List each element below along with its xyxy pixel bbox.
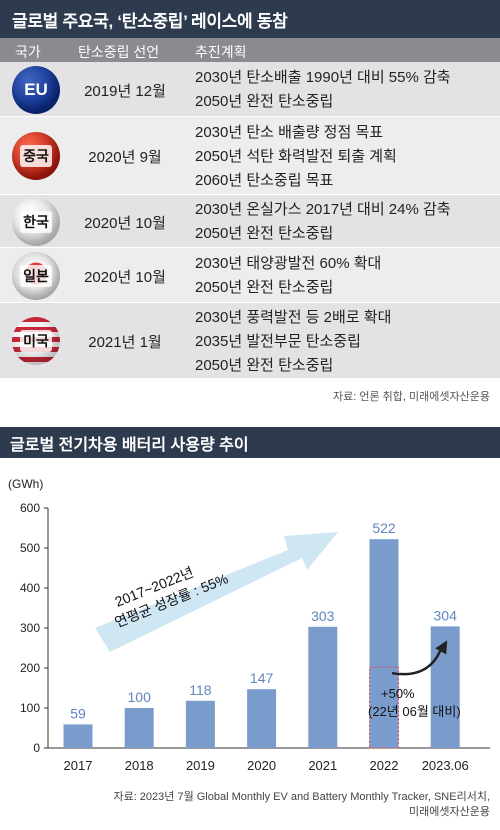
bar-value-label: 304: [434, 607, 458, 623]
comparison-reference-box: [369, 666, 399, 749]
source-line-1: 자료: 2023년 7월 Global Monthly EV and Batte…: [113, 791, 490, 803]
country-label: EU: [24, 80, 48, 99]
y-tick-label: 600: [20, 501, 40, 515]
comparison-annotation: (22년 06월 대비): [368, 704, 461, 719]
table-row-usa: 미국 2021년 1월 2030년 풍력발전 등 2배로 확대 2035년 발전…: [0, 303, 500, 379]
x-tick-label: 2022: [370, 758, 399, 773]
bar-value-label: 147: [250, 670, 274, 686]
declared-date: 2021년 1월: [88, 334, 162, 351]
plan-item: 2050년 완전 탄소중립: [195, 357, 334, 374]
country-label: 미국: [20, 330, 52, 352]
bar-2021: [308, 626, 338, 748]
section1-title: 글로벌 주요국, ‘탄소중립’ 레이스에 동참: [0, 0, 500, 38]
plan-list: 2030년 탄소배출 1990년 대비 55% 감축 2050년 완전 탄소중립: [195, 66, 451, 114]
section2-source: 자료: 2023년 7월 Global Monthly EV and Batte…: [113, 790, 490, 820]
country-label: 한국: [20, 211, 52, 233]
plan-item: 2035년 발전부문 탄소중립: [195, 333, 361, 350]
x-tick-label: 2018: [125, 758, 154, 773]
battery-usage-chart: 2017~2022년연평균 성장률 : 55%(GWh)010020030040…: [8, 477, 490, 773]
country-label: 일본: [20, 265, 52, 287]
bar-value-label: 303: [311, 608, 335, 624]
eu-flag-icon: EU: [12, 66, 60, 114]
bar-value-label: 59: [70, 705, 86, 721]
table-row-eu: EU 2019년 12월 2030년 탄소배출 1990년 대비 55% 감축 …: [0, 62, 500, 117]
x-tick-label: 2020: [247, 758, 276, 773]
bar-value-label: 522: [372, 520, 396, 536]
plan-item: 2060년 탄소중립 목표: [195, 172, 334, 189]
x-tick-label: 2023.06: [422, 758, 469, 773]
china-flag-icon: 중국: [12, 132, 60, 180]
y-tick-label: 0: [33, 741, 40, 755]
bar-2018: [124, 708, 154, 748]
declared-date: 2019년 12월: [84, 83, 166, 100]
plan-list: 2030년 온실가스 2017년 대비 24% 감축 2050년 완전 탄소중립: [195, 198, 451, 246]
bar-value-label: 118: [189, 682, 212, 698]
y-tick-label: 300: [20, 621, 40, 635]
plan-item: 2050년 완전 탄소중립: [195, 279, 334, 296]
comparison-arrow-head: [435, 640, 448, 655]
plan-item: 2030년 태양광발전 60% 확대: [195, 255, 382, 272]
plan-item: 2050년 완전 탄소중립: [195, 225, 334, 242]
x-tick-label: 2017: [64, 758, 93, 773]
japan-flag-icon: 일본: [12, 252, 60, 300]
table-row-china: 중국 2020년 9월 2030년 탄소 배출량 정점 목표 2050년 석탄 …: [0, 117, 500, 195]
growth-arrow: [95, 532, 338, 652]
y-tick-label: 100: [20, 701, 40, 715]
comparison-arrow: [391, 647, 443, 676]
declared-date: 2020년 9월: [88, 149, 162, 166]
plan-list: 2030년 태양광발전 60% 확대 2050년 완전 탄소중립: [195, 252, 381, 300]
plan-item: 2030년 풍력발전 등 2배로 확대: [195, 309, 392, 326]
x-tick-label: 2021: [308, 758, 337, 773]
section1-source: 자료: 언론 취합, 미래에셋자산운용: [333, 391, 490, 403]
declared-date: 2020년 10월: [84, 215, 166, 232]
header-country: 국가: [15, 44, 41, 60]
y-unit-label: (GWh): [8, 477, 43, 491]
table-header: 국가 탄소중립 선언 추진계획: [0, 38, 500, 62]
plan-list: 2030년 풍력발전 등 2배로 확대 2035년 발전부문 탄소중립 2050…: [195, 306, 391, 378]
usa-flag-icon: 미국: [12, 317, 60, 365]
y-tick-label: 500: [20, 541, 40, 555]
bar-2020: [247, 689, 277, 748]
bar-value-label: 100: [128, 689, 152, 705]
plan-item: 2030년 탄소배출 1990년 대비 55% 감축: [195, 69, 451, 86]
plan-item: 2030년 탄소 배출량 정점 목표: [195, 124, 384, 141]
korea-flag-icon: 한국: [12, 198, 60, 246]
header-declared: 탄소중립 선언: [78, 44, 160, 60]
y-tick-label: 200: [20, 661, 40, 675]
table-row-japan: 일본 2020년 10월 2030년 태양광발전 60% 확대 2050년 완전…: [0, 248, 500, 303]
declared-date: 2020년 10월: [84, 269, 166, 286]
country-label: 중국: [20, 145, 52, 167]
plan-item: 2050년 완전 탄소중립: [195, 93, 334, 110]
table-row-korea: 한국 2020년 10월 2030년 온실가스 2017년 대비 24% 감축 …: [0, 195, 500, 248]
bar-2017: [63, 724, 93, 748]
header-plans: 추진계획: [195, 44, 247, 60]
plan-item: 2050년 석탄 화력발전 퇴출 계획: [195, 148, 397, 165]
plan-list: 2030년 탄소 배출량 정점 목표 2050년 석탄 화력발전 퇴출 계획 2…: [195, 121, 397, 193]
comparison-annotation: +50%: [381, 686, 415, 701]
y-tick-label: 400: [20, 581, 40, 595]
x-tick-label: 2019: [186, 758, 215, 773]
plan-item: 2030년 온실가스 2017년 대비 24% 감축: [195, 201, 451, 218]
section2-title: 글로벌 전기차용 배터리 사용량 추이: [0, 427, 500, 458]
bar-2022: [369, 539, 399, 748]
bar-2019: [185, 700, 215, 748]
source-line-2: 미래에셋자산운용: [409, 806, 490, 818]
